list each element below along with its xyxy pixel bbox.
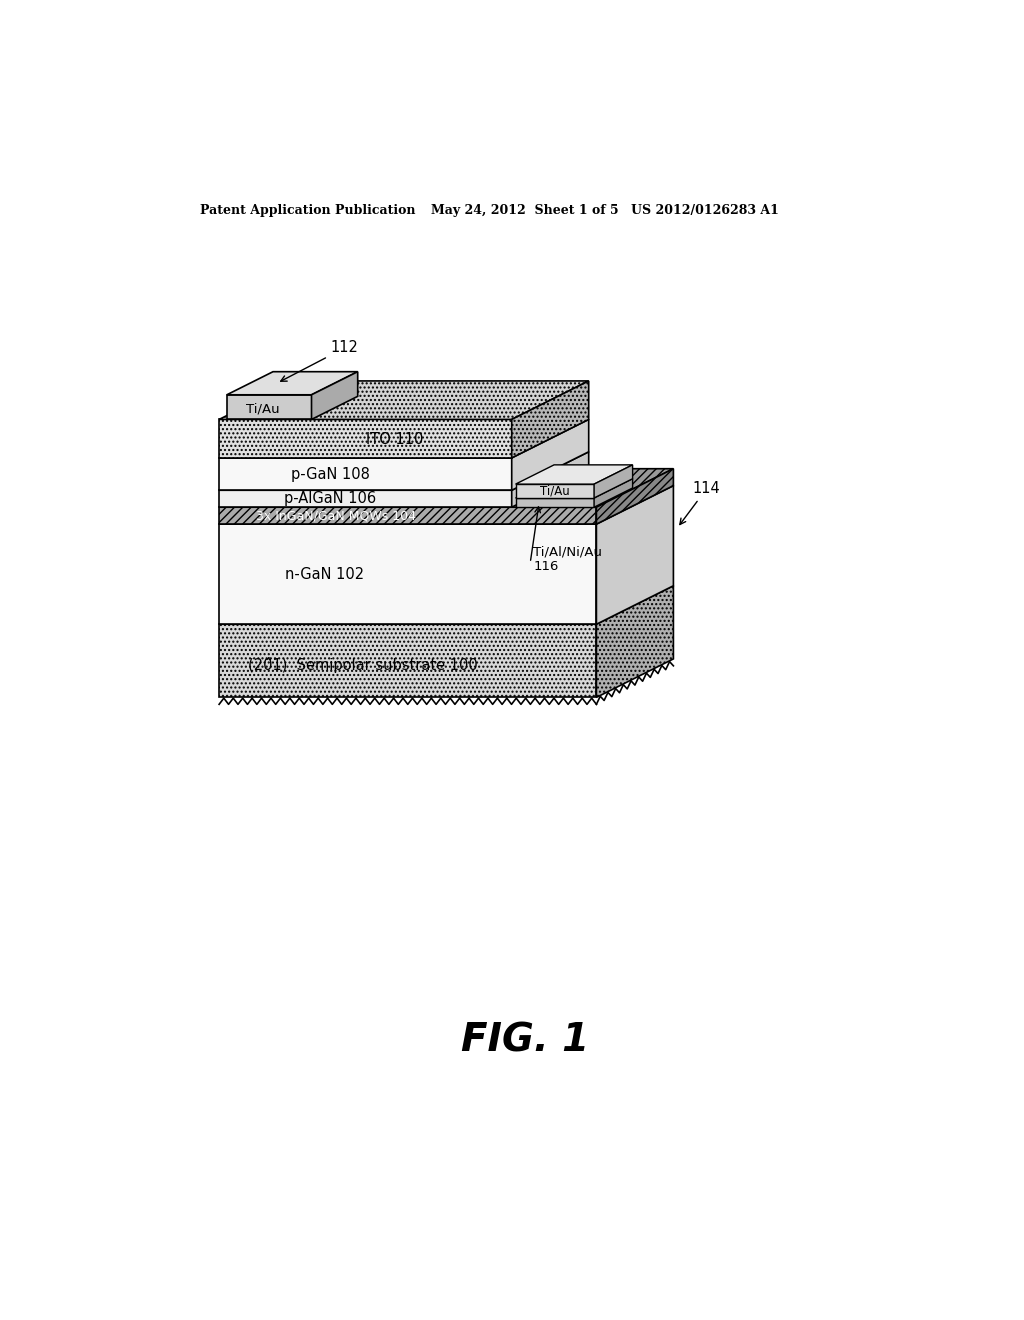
Polygon shape bbox=[594, 479, 633, 507]
Polygon shape bbox=[219, 486, 674, 524]
Polygon shape bbox=[226, 372, 357, 395]
Polygon shape bbox=[596, 486, 674, 624]
Text: p-GaN 108: p-GaN 108 bbox=[291, 466, 370, 482]
Text: 112: 112 bbox=[281, 341, 358, 381]
Polygon shape bbox=[219, 507, 596, 524]
Polygon shape bbox=[512, 381, 589, 458]
Text: 3x InGaN/GaN MQWs 104: 3x InGaN/GaN MQWs 104 bbox=[256, 510, 416, 523]
Polygon shape bbox=[512, 451, 589, 507]
Polygon shape bbox=[219, 624, 596, 697]
Polygon shape bbox=[515, 479, 633, 498]
Text: May 24, 2012  Sheet 1 of 5: May 24, 2012 Sheet 1 of 5 bbox=[431, 205, 618, 218]
Text: n-GaN 102: n-GaN 102 bbox=[286, 566, 365, 582]
Polygon shape bbox=[219, 469, 674, 507]
Polygon shape bbox=[219, 524, 596, 624]
Polygon shape bbox=[226, 395, 311, 420]
Polygon shape bbox=[219, 420, 589, 458]
Polygon shape bbox=[219, 420, 512, 458]
Text: Patent Application Publication: Patent Application Publication bbox=[200, 205, 416, 218]
Polygon shape bbox=[219, 451, 589, 490]
Polygon shape bbox=[311, 372, 357, 420]
Text: US 2012/0126283 A1: US 2012/0126283 A1 bbox=[631, 205, 779, 218]
Text: Ti/Au: Ti/Au bbox=[246, 403, 280, 416]
Text: Ti/Au: Ti/Au bbox=[540, 484, 569, 498]
Polygon shape bbox=[515, 498, 594, 507]
Text: FIG. 1: FIG. 1 bbox=[461, 1022, 589, 1059]
Polygon shape bbox=[512, 420, 589, 490]
Polygon shape bbox=[219, 381, 589, 420]
Text: (20̂1)  Semipolar substrate 100: (20̂1) Semipolar substrate 100 bbox=[248, 657, 477, 673]
Text: Ti/Al/Ni/Au
116: Ti/Al/Ni/Au 116 bbox=[534, 545, 602, 573]
Polygon shape bbox=[219, 586, 674, 624]
Text: p-AlGaN 106: p-AlGaN 106 bbox=[285, 491, 377, 507]
Polygon shape bbox=[515, 465, 633, 484]
Polygon shape bbox=[596, 586, 674, 697]
Polygon shape bbox=[596, 469, 674, 524]
Polygon shape bbox=[515, 484, 594, 498]
Text: ITO 110: ITO 110 bbox=[366, 432, 423, 447]
Text: 114: 114 bbox=[680, 482, 721, 524]
Polygon shape bbox=[594, 465, 633, 498]
Polygon shape bbox=[219, 458, 512, 490]
Polygon shape bbox=[219, 490, 512, 507]
